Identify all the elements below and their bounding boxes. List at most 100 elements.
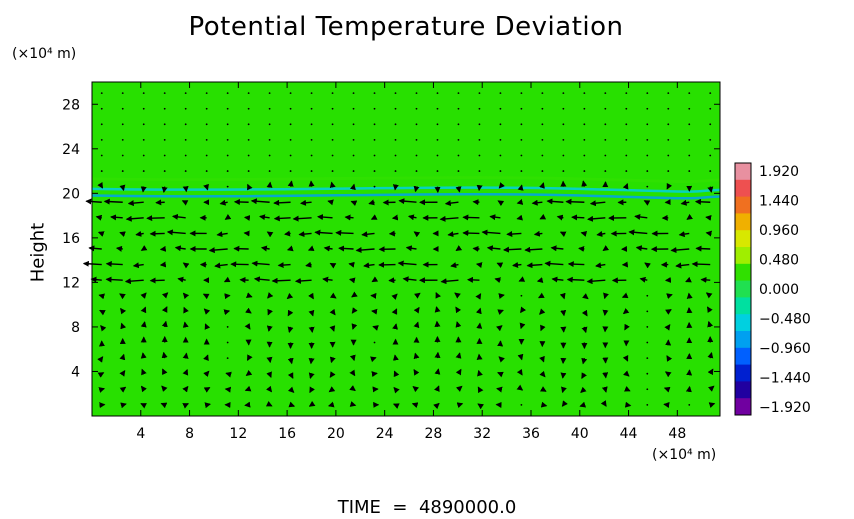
x-tick-label: 20 <box>327 426 345 442</box>
colorbar-tick-label: 0.960 <box>759 223 799 239</box>
y-tick-label: 8 <box>71 320 80 336</box>
colorbar-swatch <box>735 347 751 366</box>
wind-vector <box>603 292 609 300</box>
wind-vector <box>161 186 168 194</box>
wind-vector <box>371 276 379 283</box>
wind-vector <box>667 123 670 126</box>
wind-vector <box>268 154 271 157</box>
wind-vector <box>436 154 439 157</box>
wind-vector <box>478 138 481 141</box>
wind-vector <box>457 123 460 126</box>
wind-vector <box>141 368 147 376</box>
wind-vector <box>310 138 313 141</box>
time-value: 4890000.0 <box>418 497 517 518</box>
wind-vector <box>247 92 250 95</box>
wind-vector <box>183 306 189 314</box>
wind-vector <box>329 181 336 189</box>
wind-vector <box>394 92 397 95</box>
colorbar-swatch <box>735 280 751 298</box>
wind-vector <box>646 326 649 328</box>
wind-vector <box>163 154 166 157</box>
colorbar-swatch <box>735 179 751 198</box>
wind-vector <box>434 385 440 392</box>
wind-vector <box>349 385 356 392</box>
wind-vector <box>544 260 564 267</box>
wind-vector <box>361 231 375 238</box>
wind-vector <box>350 200 358 207</box>
wind-vector <box>226 154 229 157</box>
wind-vector <box>498 182 505 189</box>
wind-vector <box>182 292 190 300</box>
wind-vector <box>119 386 127 393</box>
wind-vector <box>142 107 145 110</box>
wind-vector <box>635 245 648 252</box>
wind-vector <box>265 401 273 407</box>
colorbar-tick-label: −0.480 <box>759 312 811 328</box>
wind-vector <box>436 170 439 172</box>
wind-vector <box>497 371 504 378</box>
wind-vector <box>478 92 481 95</box>
wind-vector <box>121 154 124 157</box>
wind-vector <box>475 293 482 300</box>
wind-vector <box>226 341 229 344</box>
wind-vector <box>259 214 270 221</box>
wind-vector <box>182 403 189 409</box>
colorbar-tick-label: −1.440 <box>759 371 811 387</box>
wind-vector <box>541 123 544 126</box>
wind-vector <box>308 180 315 187</box>
wind-vector <box>472 245 480 252</box>
wind-vector <box>244 323 251 330</box>
wind-vector <box>349 401 357 407</box>
wind-vector <box>475 307 482 315</box>
wind-vector <box>499 92 502 95</box>
wind-vector <box>580 386 587 394</box>
wind-vector <box>85 198 102 205</box>
wind-vector <box>571 214 585 221</box>
wind-vector <box>582 293 589 300</box>
wind-vector <box>268 92 271 95</box>
wind-vector <box>121 107 124 110</box>
wind-vector <box>247 123 250 126</box>
wind-vector <box>694 198 711 205</box>
wind-vector <box>707 351 714 359</box>
wind-vector <box>204 323 211 330</box>
x-tick-label: 48 <box>668 426 686 442</box>
wind-vector <box>413 306 420 314</box>
wind-vector <box>583 123 586 126</box>
wind-vector <box>466 276 480 283</box>
temperature-band <box>91 186 721 193</box>
wind-vector <box>226 170 229 172</box>
wind-vector <box>695 245 711 252</box>
wind-vector <box>520 306 527 314</box>
wind-vector <box>559 292 566 300</box>
wind-vector <box>203 354 209 362</box>
wind-vector <box>373 138 376 141</box>
wind-vector <box>646 388 649 391</box>
wind-vector <box>202 293 210 300</box>
wind-vector <box>121 123 124 126</box>
wind-vector <box>135 230 144 237</box>
wind-vector <box>562 138 565 141</box>
wind-vector <box>287 326 294 333</box>
wind-vector <box>140 245 148 251</box>
wind-vector <box>273 199 291 206</box>
wind-vector <box>434 368 441 375</box>
wind-vector <box>268 138 271 141</box>
wind-vector <box>536 277 544 284</box>
wind-vector <box>308 326 315 334</box>
wind-vector <box>140 306 147 314</box>
wind-vector <box>604 123 607 126</box>
wind-vector <box>203 183 209 191</box>
x-tick-label: 44 <box>620 426 638 442</box>
wind-vector <box>287 386 295 393</box>
wind-vector <box>520 170 523 172</box>
wind-vector <box>516 199 524 205</box>
wind-vector <box>499 107 502 110</box>
wind-vector <box>289 170 292 172</box>
wind-vector <box>415 170 418 172</box>
wind-vector <box>392 403 400 409</box>
wind-vector <box>161 351 168 359</box>
wind-vector <box>394 154 397 157</box>
wind-vector <box>267 292 274 299</box>
wind-vector <box>455 245 463 252</box>
